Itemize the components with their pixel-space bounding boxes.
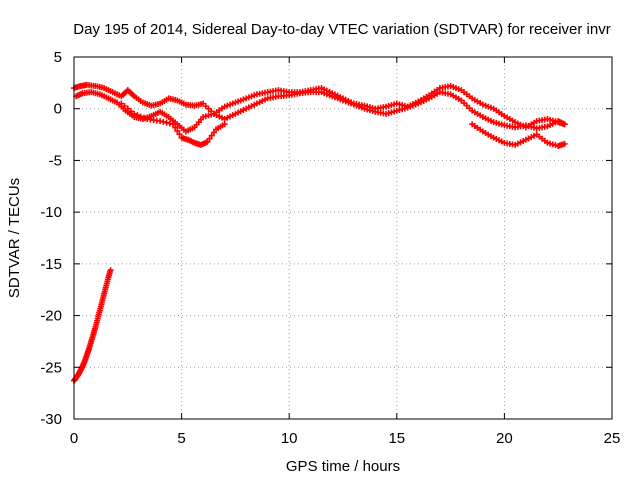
data-point-trace-c — [176, 131, 183, 138]
y-tick-label: -5 — [49, 152, 62, 169]
x-tick-label: 20 — [496, 430, 513, 447]
data-point-trace-d — [561, 140, 568, 147]
data-point-trace-c — [134, 112, 141, 119]
data-point-trace-c — [208, 132, 215, 139]
data-point-trace-c — [172, 124, 179, 131]
x-tick-label: 10 — [281, 430, 298, 447]
y-tick-label: -10 — [40, 204, 62, 221]
data-point-trace-c — [137, 113, 144, 120]
x-axis-label: GPS time / hours — [286, 458, 400, 475]
data-point-trace-c — [174, 127, 181, 134]
data-point-trace-c — [204, 138, 211, 145]
data-point-trace-c — [169, 121, 176, 128]
x-tick-label: 0 — [70, 430, 78, 447]
tick-labels: 0 5 10 15 20 25 5 0 -5 -10 -15 -20 -25 -30 — [40, 49, 620, 447]
plot-frame — [73, 56, 613, 420]
axis-ticks — [73, 56, 613, 420]
grid-lines — [74, 57, 612, 419]
y-tick-label: -20 — [40, 308, 62, 325]
y-tick-label: 5 — [54, 49, 62, 66]
data-point-trace-c — [124, 105, 131, 112]
x-tick-label: 25 — [604, 430, 621, 447]
data-point-early-pass — [107, 267, 114, 274]
chart-title: Day 195 of 2014, Sidereal Day-to-day VTE… — [73, 21, 610, 38]
x-tick-label: 5 — [177, 430, 185, 447]
data-point-trace-b — [561, 121, 568, 128]
data-point-trace-c — [131, 110, 138, 117]
data-point-trace-c — [121, 103, 128, 110]
data-point-trace-c — [210, 129, 217, 136]
data-point-trace-c — [140, 114, 147, 121]
y-tick-label: 0 — [54, 101, 62, 118]
y-tick-label: -30 — [40, 411, 62, 428]
y-tick-label: -15 — [40, 256, 62, 273]
x-tick-label: 15 — [388, 430, 405, 447]
y-tick-label: -25 — [40, 359, 62, 376]
data-points — [71, 81, 568, 384]
data-point-trace-c — [118, 100, 125, 107]
data-point-trace-c — [128, 108, 135, 115]
y-axis-label: SDTVAR / TECUs — [6, 178, 23, 298]
data-point-trace-c — [221, 121, 228, 128]
data-point-trace-c — [206, 135, 213, 142]
